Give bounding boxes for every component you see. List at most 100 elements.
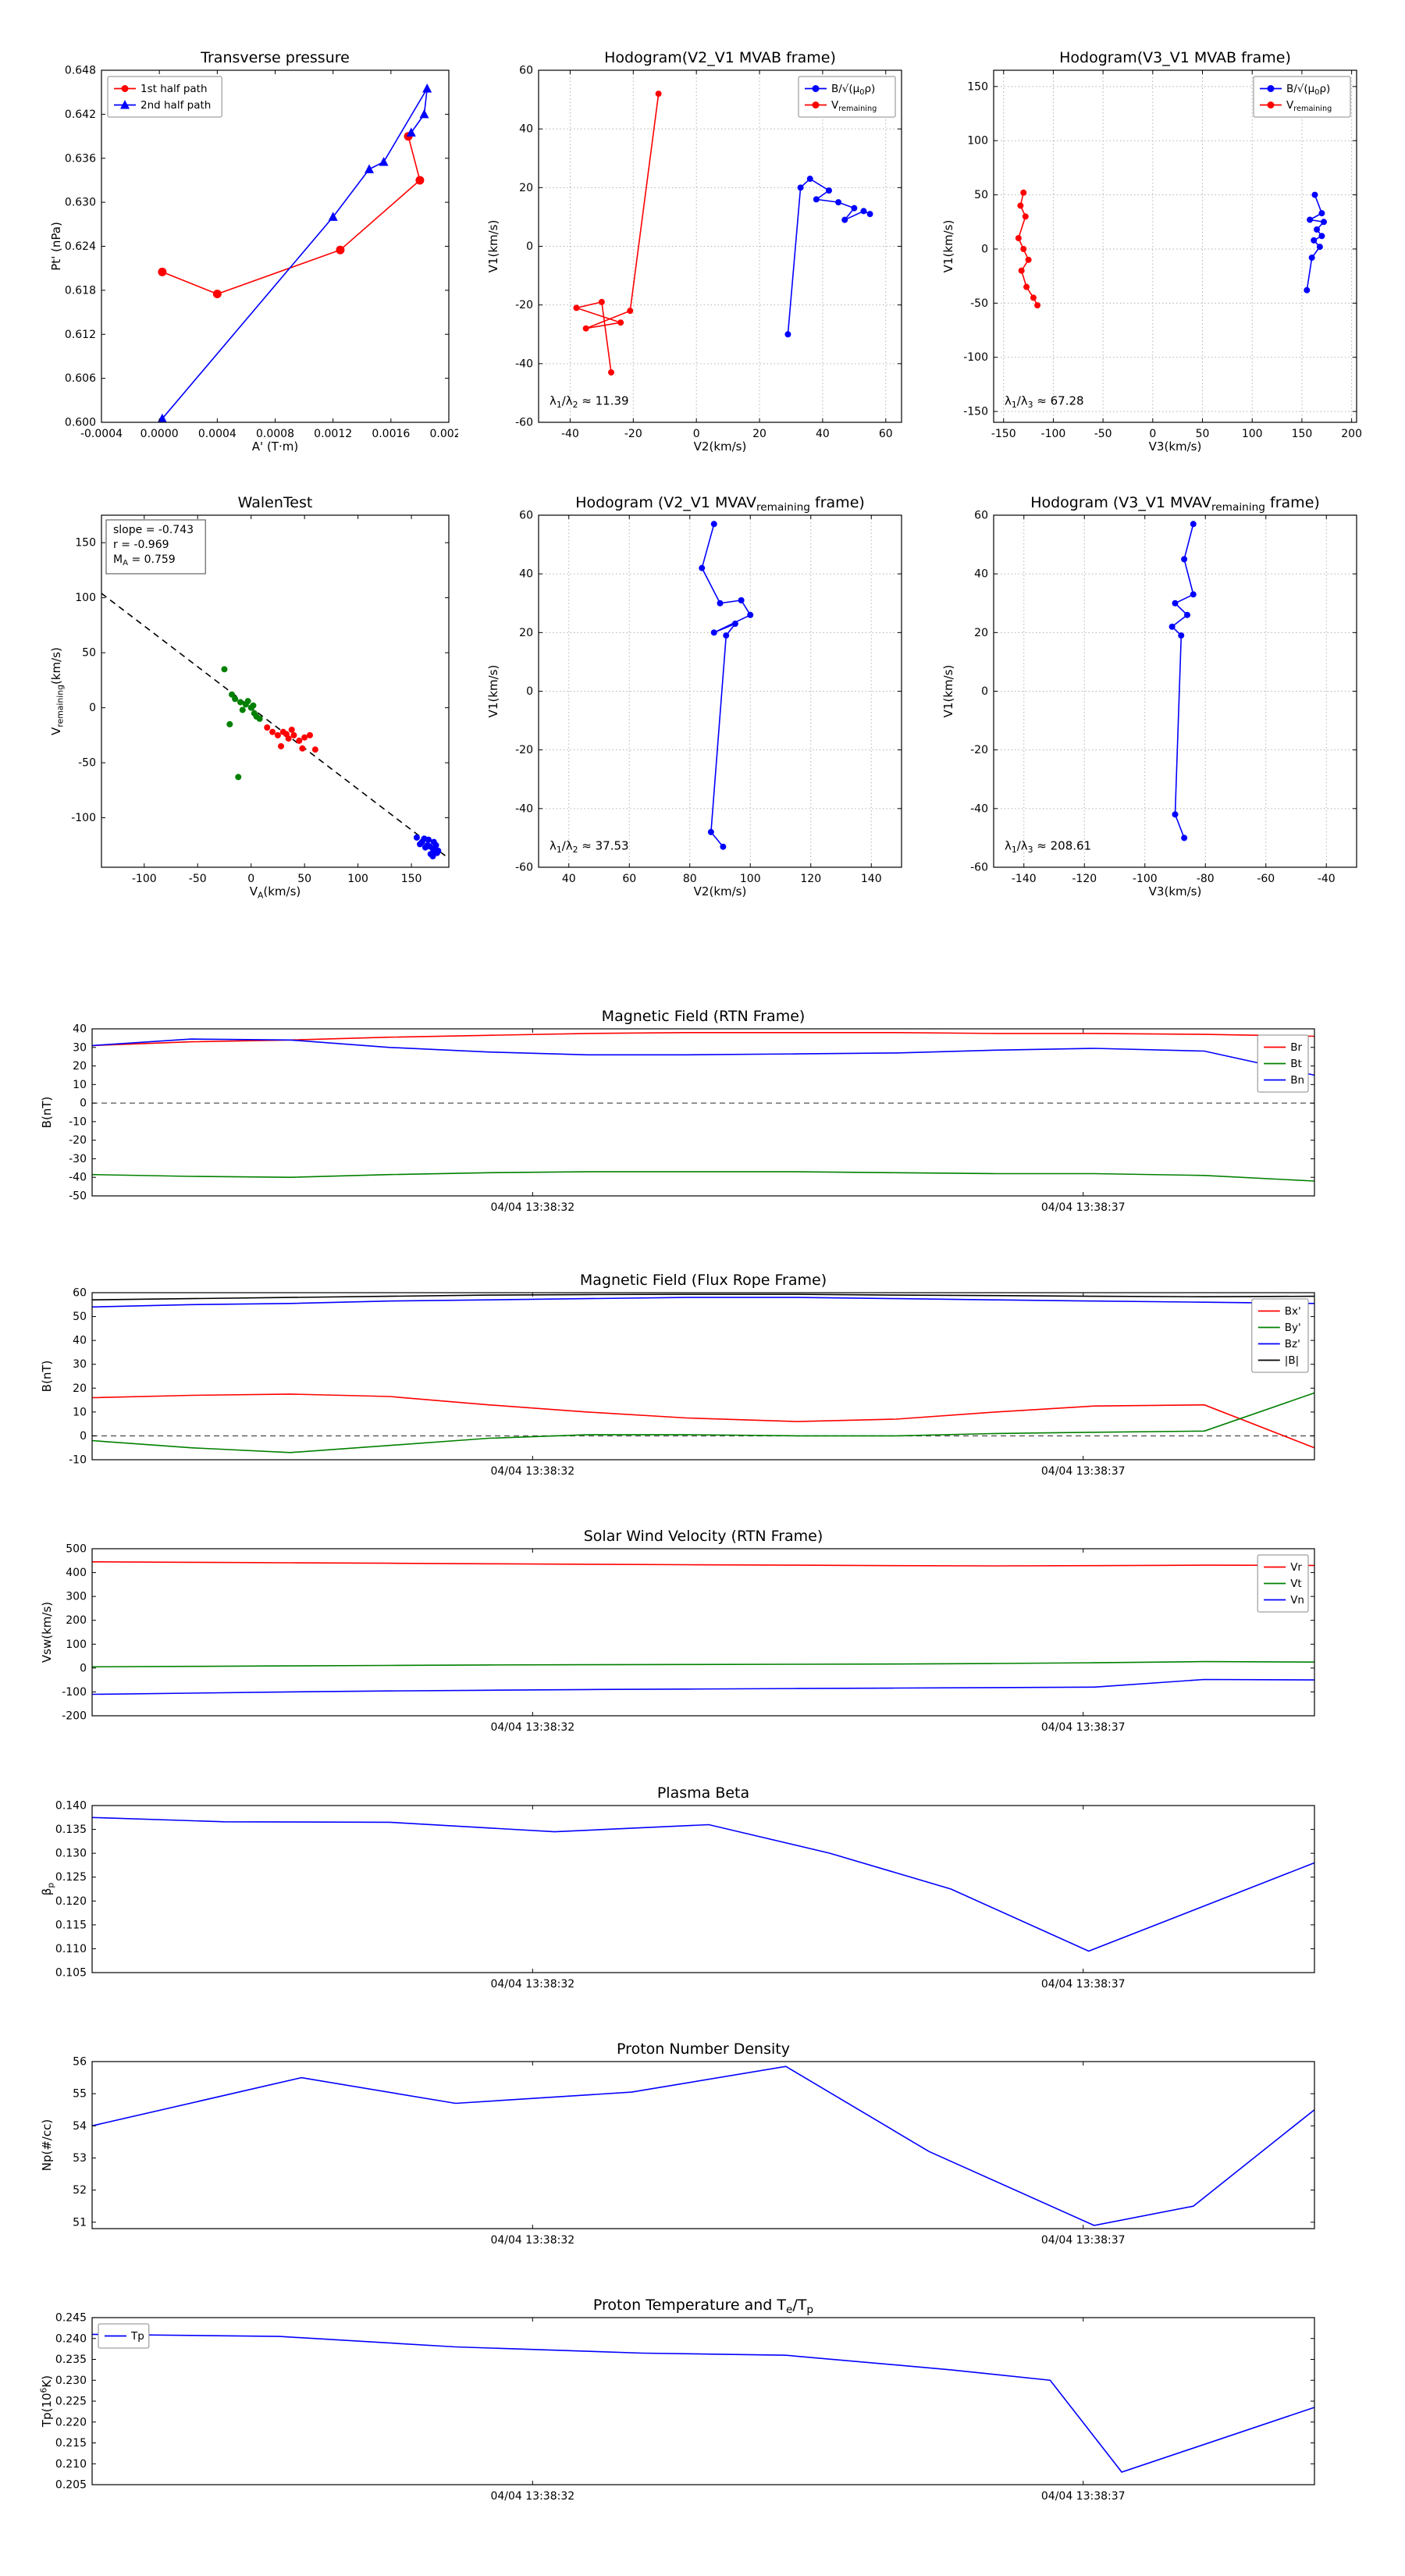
svg-text:40: 40	[974, 568, 988, 581]
svg-text:0: 0	[89, 702, 96, 714]
svg-text:Vremaining(km/s): Vremaining(km/s)	[49, 647, 65, 735]
svg-text:λ1/λ2 ≈ 37.53: λ1/λ2 ≈ 37.53	[550, 838, 629, 854]
svg-text:Br: Br	[1290, 1041, 1302, 1054]
svg-text:Vn: Vn	[1290, 1594, 1304, 1606]
svg-text:04/04 13:38:32: 04/04 13:38:32	[490, 1721, 574, 1734]
svg-text:80: 80	[683, 873, 697, 885]
svg-text:50: 50	[1196, 428, 1210, 440]
magnetic-field-rtn-plot: 04/04 13:38:32 04/04 13:38:37 -50 -40 -30 -20…	[37, 1004, 1324, 1227]
svg-text:-50: -50	[78, 757, 96, 770]
svg-text:-40: -40	[1318, 873, 1336, 885]
svg-text:500: 500	[66, 1543, 87, 1556]
svg-text:-50: -50	[970, 297, 988, 310]
svg-text:0.0000: 0.0000	[140, 428, 179, 440]
transverse-pressure-plot: -0.0004 0.0000 0.0004 0.0008 0.0012 0.0016 0.0…	[47, 45, 468, 454]
svg-text:-60: -60	[1257, 873, 1275, 885]
svg-text:Pt' (nPa): Pt' (nPa)	[49, 222, 63, 271]
svg-text:V1(km/s): V1(km/s)	[486, 220, 500, 273]
svg-text:-150: -150	[991, 428, 1016, 440]
svg-text:0.612: 0.612	[65, 329, 96, 341]
svg-text:30: 30	[73, 1041, 87, 1054]
svg-text:200: 200	[1341, 428, 1362, 440]
svg-text:0.245: 0.245	[55, 2312, 87, 2325]
svg-text:150: 150	[401, 873, 422, 885]
svg-text:04/04 13:38:37: 04/04 13:38:37	[1041, 2234, 1126, 2247]
svg-text:Hodogram (V3_V1 MVAVremaining: Hodogram (V3_V1 MVAVremaining frame)	[1030, 494, 1320, 514]
svg-text:-60: -60	[515, 862, 533, 874]
walen-test-plot: -100 -50 0 50 100 150 -100 -50 0 50 100 150 WalenTes…	[47, 490, 458, 900]
svg-text:VA(km/s): VA(km/s)	[250, 884, 301, 898]
svg-text:40: 40	[73, 1335, 87, 1347]
svg-text:0.240: 0.240	[55, 2332, 87, 2345]
svg-text:0.630: 0.630	[65, 197, 96, 209]
svg-text:0.130: 0.130	[55, 1848, 87, 1860]
svg-text:-40: -40	[515, 802, 533, 815]
svg-text:0: 0	[981, 243, 988, 255]
svg-text:-50: -50	[189, 873, 207, 885]
svg-text:0.235: 0.235	[55, 2354, 87, 2366]
svg-text:60: 60	[879, 428, 893, 440]
svg-text:54: 54	[73, 2120, 87, 2133]
svg-text:100: 100	[967, 135, 988, 148]
svg-text:-100: -100	[71, 812, 96, 824]
svg-text:40: 40	[562, 873, 576, 885]
svg-text:MA = 0.759: MA = 0.759	[113, 553, 176, 568]
svg-text:0.606: 0.606	[65, 372, 96, 385]
svg-text:-40: -40	[561, 428, 579, 440]
svg-text:V1(km/s): V1(km/s)	[941, 665, 955, 718]
svg-text:150: 150	[1292, 428, 1313, 440]
svg-text:0: 0	[80, 1430, 87, 1443]
proton-temperature-plot: 04/04 13:38:32 04/04 13:38:37 0.205 0.210 0.…	[37, 2293, 1324, 2516]
svg-text:140: 140	[861, 873, 882, 885]
svg-text:r = -0.969: r = -0.969	[113, 539, 169, 551]
svg-text:Vremaining: Vremaining	[831, 99, 877, 113]
svg-text:04/04 13:38:37: 04/04 13:38:37	[1041, 1465, 1126, 1478]
svg-text:60: 60	[519, 65, 533, 77]
svg-text:-60: -60	[970, 862, 988, 874]
svg-text:0.205: 0.205	[55, 2479, 87, 2492]
svg-text:-150: -150	[963, 406, 988, 418]
svg-text:50: 50	[974, 189, 988, 201]
svg-text:-20: -20	[515, 299, 533, 311]
svg-text:B/√(μ0ρ): B/√(μ0ρ)	[831, 83, 875, 97]
svg-text:Magnetic Field (RTN Frame): Magnetic Field (RTN Frame)	[602, 1008, 806, 1025]
svg-text:V1(km/s): V1(km/s)	[941, 220, 955, 273]
svg-text:-10: -10	[69, 1454, 87, 1467]
svg-text:0.624: 0.624	[65, 240, 96, 253]
svg-text:Bt: Bt	[1290, 1058, 1302, 1070]
svg-text:0: 0	[80, 1098, 87, 1110]
svg-text:0.636: 0.636	[65, 152, 96, 165]
svg-text:-40: -40	[69, 1172, 87, 1184]
svg-text:Vt: Vt	[1290, 1578, 1302, 1590]
svg-text:V1(km/s): V1(km/s)	[486, 665, 500, 718]
svg-text:Vr: Vr	[1290, 1561, 1302, 1574]
svg-text:300: 300	[66, 1591, 87, 1603]
svg-text:-20: -20	[624, 428, 642, 440]
svg-text:200: 200	[66, 1614, 87, 1627]
svg-text:0.642: 0.642	[65, 109, 96, 121]
svg-text:A' (T·m): A' (T·m)	[252, 439, 298, 454]
svg-text:V2(km/s): V2(km/s)	[694, 439, 747, 454]
svg-text:20: 20	[752, 428, 767, 440]
svg-text:0.225: 0.225	[55, 2396, 87, 2408]
svg-text:10: 10	[73, 1406, 87, 1418]
svg-text:40: 40	[816, 428, 830, 440]
svg-text:0: 0	[80, 1662, 87, 1674]
svg-text:0.600: 0.600	[65, 417, 96, 429]
svg-text:40: 40	[519, 123, 533, 136]
svg-text:50: 50	[297, 873, 311, 885]
svg-text:04/04 13:38:32: 04/04 13:38:32	[490, 2490, 574, 2503]
svg-text:04/04 13:38:37: 04/04 13:38:37	[1041, 2490, 1126, 2503]
svg-text:100: 100	[75, 592, 96, 604]
svg-text:-40: -40	[515, 358, 533, 370]
svg-text:Transverse pressure: Transverse pressure	[200, 49, 350, 66]
svg-text:-20: -20	[515, 744, 533, 756]
svg-text:Hodogram(V2_V1 MVAB frame): Hodogram(V2_V1 MVAB frame)	[604, 49, 836, 66]
svg-text:-100: -100	[963, 351, 988, 364]
svg-text:20: 20	[519, 627, 533, 639]
svg-text:60: 60	[519, 510, 533, 522]
svg-text:Magnetic Field (Flux Rope Fram: Magnetic Field (Flux Rope Frame)	[580, 1272, 827, 1289]
svg-text:Proton Number Density: Proton Number Density	[617, 2041, 790, 2058]
svg-text:-10: -10	[69, 1115, 87, 1128]
